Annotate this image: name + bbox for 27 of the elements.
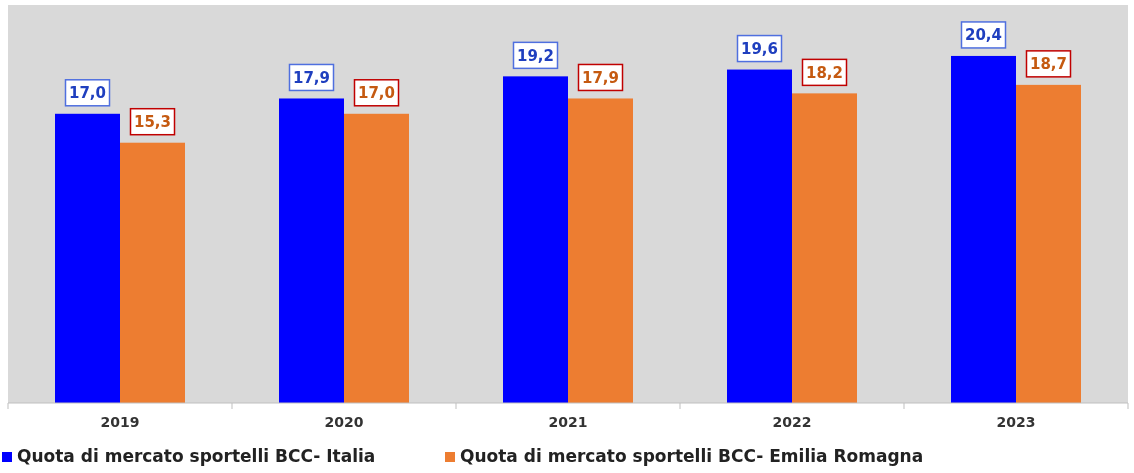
data-label: 19,2 <box>516 46 555 65</box>
legend-label: Quota di mercato sportelli BCC- Italia <box>17 446 376 466</box>
data-label: 17,0 <box>68 84 107 103</box>
x-tick-label: 2019 <box>100 414 140 430</box>
x-tick-label: 2023 <box>996 414 1036 430</box>
bar <box>951 55 1016 403</box>
x-tick-label: 2022 <box>772 414 812 430</box>
data-label: 19,6 <box>740 40 779 59</box>
data-label: 20,4 <box>964 26 1003 45</box>
bar <box>568 98 633 403</box>
data-label: 15,3 <box>133 113 172 132</box>
bar <box>792 93 857 403</box>
bar <box>727 69 792 403</box>
legend-label: Quota di mercato sportelli BCC- Emilia Romagna <box>460 446 924 466</box>
bar <box>344 113 409 403</box>
data-label: 18,7 <box>1029 55 1068 74</box>
data-label: 17,9 <box>292 68 331 87</box>
data-label: 18,2 <box>805 63 844 82</box>
bar <box>55 113 120 403</box>
data-label: 17,9 <box>581 68 620 87</box>
bar <box>120 142 185 403</box>
bar <box>1016 84 1081 403</box>
data-label: 17,0 <box>357 84 396 103</box>
x-tick-label: 2020 <box>324 414 364 430</box>
bar <box>503 76 568 403</box>
x-tick-label: 2021 <box>548 414 588 430</box>
bar <box>279 98 344 403</box>
